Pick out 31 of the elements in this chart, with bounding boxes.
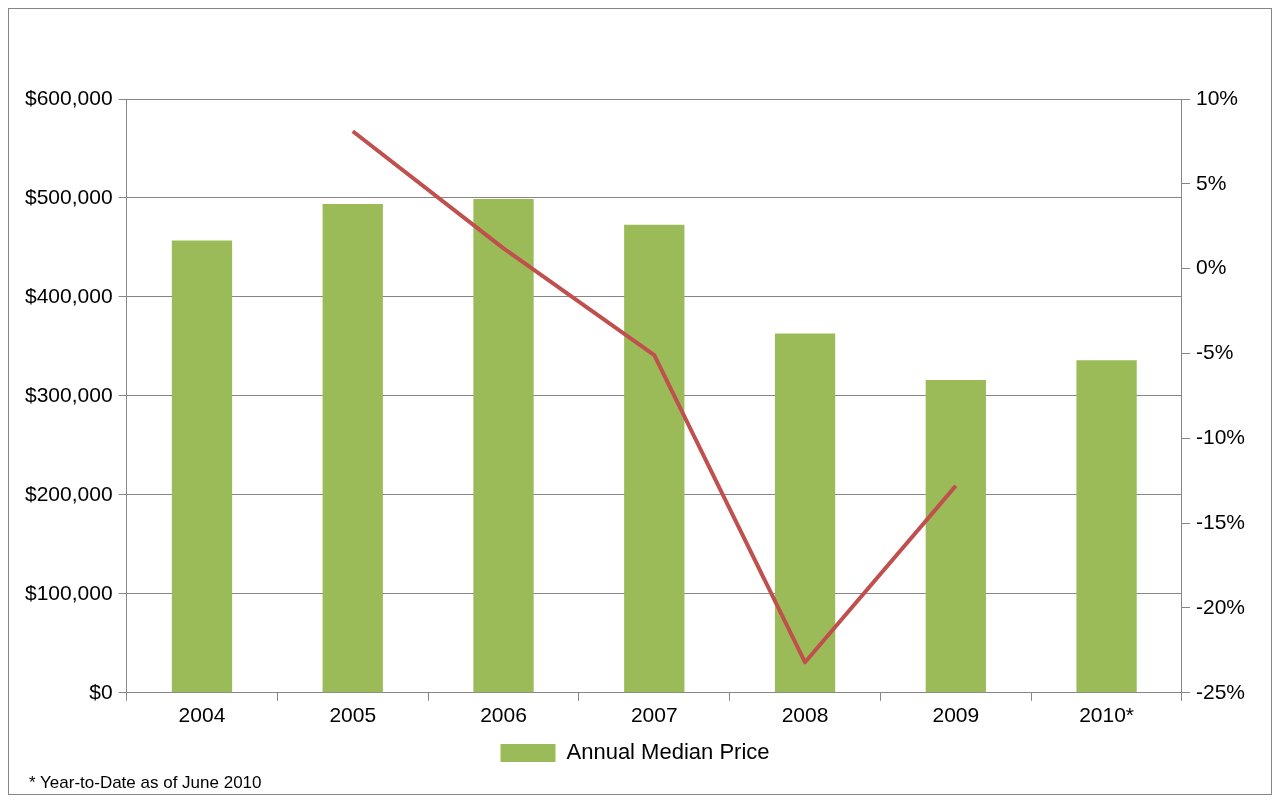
y2-tick-label: -20% <box>1195 594 1246 618</box>
bar <box>322 203 383 693</box>
y2-tick-label: 0% <box>1195 255 1227 279</box>
y-tick-label: $300,000 <box>25 382 113 406</box>
x-tick-label: 2010* <box>1079 703 1135 727</box>
y2-tick-label: -15% <box>1195 509 1246 533</box>
y2-tick-label: -25% <box>1195 679 1246 703</box>
y-tick-label: $600,000 <box>25 85 113 109</box>
x-tick-label: 2005 <box>329 703 377 727</box>
bar <box>774 333 836 693</box>
y-tick-label: $400,000 <box>25 283 113 307</box>
y2-tick-label: -10% <box>1195 425 1246 449</box>
x-tick-label: 2004 <box>178 703 226 727</box>
x-tick-label: 2009 <box>932 703 980 727</box>
bar <box>1076 360 1137 693</box>
x-tick-label: 2007 <box>630 703 678 727</box>
y-tick-label: $0 <box>89 679 113 703</box>
x-tick-label: 2008 <box>781 703 829 727</box>
y2-tick-label: -5% <box>1195 340 1234 364</box>
y-tick-label: $500,000 <box>25 184 113 208</box>
legend-label: Annual Median Price <box>566 739 770 765</box>
y2-tick-label: 5% <box>1195 170 1227 194</box>
bar <box>171 240 233 693</box>
y-tick-label: $200,000 <box>25 481 113 505</box>
x-tick-label: 2006 <box>480 703 527 727</box>
bar <box>624 224 685 693</box>
text: * Year-to-Date as of June 2010 <box>29 773 262 793</box>
bar <box>925 380 986 693</box>
y2-tick-label: 10% <box>1195 85 1239 109</box>
y-tick-label: $100,000 <box>25 580 113 604</box>
bar <box>473 198 534 693</box>
